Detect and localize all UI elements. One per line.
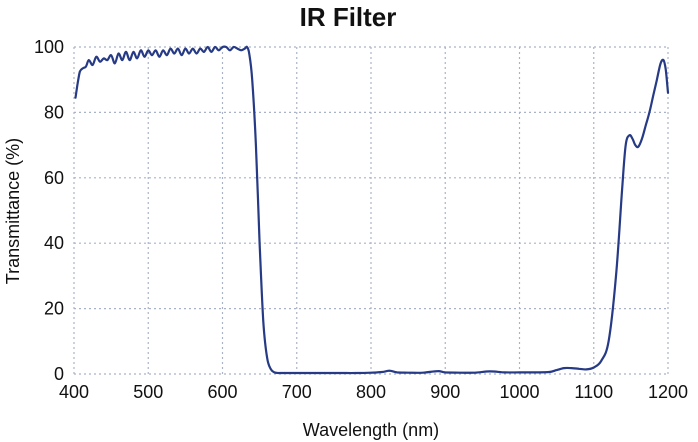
x-tick-label: 500 <box>133 382 163 402</box>
series-layer <box>74 45 670 375</box>
y-tick-label: 40 <box>44 233 64 253</box>
x-tick-label: 900 <box>430 382 460 402</box>
x-tick-label: 600 <box>207 382 237 402</box>
chart-title: IR Filter <box>300 2 397 32</box>
transmittance-line <box>74 45 670 375</box>
y-tick-label: 60 <box>44 168 64 188</box>
x-tick-label: 400 <box>59 382 89 402</box>
x-tick-label: 700 <box>282 382 312 402</box>
y-tick-label: 100 <box>34 37 64 57</box>
y-axis-title: Transmittance (%) <box>3 138 23 284</box>
y-tick-label: 0 <box>54 364 64 384</box>
x-tick-label: 1200 <box>648 382 688 402</box>
y-tick-label: 20 <box>44 299 64 319</box>
x-tick-label: 1100 <box>574 382 613 402</box>
grid-lines <box>73 46 669 375</box>
tick-labels: 400 500 600 700 800 900 1000 1100 1200 0 20 40 60 80 1… <box>34 37 688 402</box>
x-tick-label: 1000 <box>499 382 539 402</box>
x-axis-title: Wavelength (nm) <box>303 420 439 440</box>
y-tick-label: 80 <box>44 102 64 122</box>
x-tick-label: 800 <box>356 382 386 402</box>
